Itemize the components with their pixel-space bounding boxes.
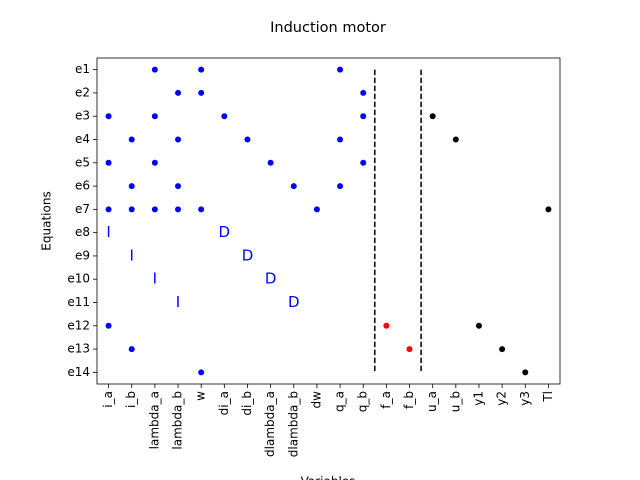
point	[105, 159, 112, 166]
x-tick-label: dlambda_a	[263, 391, 277, 457]
annotation: I	[106, 223, 110, 241]
point	[267, 159, 274, 166]
x-tick-label: y2	[495, 391, 509, 406]
chart-title: Induction motor	[270, 20, 386, 36]
annotation: D	[242, 246, 254, 264]
point	[128, 206, 135, 213]
point	[360, 159, 367, 166]
x-tick-label: q_a	[333, 391, 347, 412]
x-tick-label: i_b	[124, 391, 138, 408]
x-tick-label: di_a	[217, 391, 231, 415]
point	[105, 206, 112, 213]
point	[105, 322, 112, 329]
plot-frame	[96, 57, 561, 385]
x-tick-label: u_a	[425, 391, 439, 412]
point	[175, 183, 182, 190]
point	[128, 183, 135, 190]
point	[429, 113, 436, 120]
point	[175, 206, 182, 213]
point	[360, 89, 367, 96]
x-tick-label: q_b	[356, 391, 370, 412]
point	[198, 206, 205, 213]
annotation: D	[288, 293, 300, 311]
point	[475, 322, 482, 329]
point	[290, 183, 297, 190]
y-tick-label: e11	[67, 295, 90, 309]
x-tick-label: dw	[309, 391, 323, 409]
x-tick-label: f_b	[402, 391, 416, 409]
point	[151, 206, 158, 213]
y-tick-label: e5	[75, 155, 90, 169]
point	[128, 136, 135, 143]
y-tick-label: e6	[75, 179, 90, 193]
point	[337, 66, 344, 73]
y-tick-label: e13	[67, 342, 90, 356]
point	[313, 206, 320, 213]
y-tick-label: e8	[75, 225, 90, 239]
point	[105, 113, 112, 120]
x-axis-label: Variables	[301, 475, 356, 480]
annotation: I	[130, 246, 134, 264]
point	[545, 206, 552, 213]
point	[499, 346, 506, 353]
annotation: D	[265, 270, 277, 288]
point	[337, 183, 344, 190]
x-tick-label: lambda_b	[171, 391, 185, 450]
point	[151, 66, 158, 73]
y-tick-label: e10	[67, 272, 90, 286]
point	[221, 113, 228, 120]
x-tick-label: u_b	[448, 391, 462, 412]
annotation: D	[219, 223, 231, 241]
y-tick-label: e9	[75, 248, 90, 262]
annotation: I	[176, 293, 180, 311]
point	[151, 113, 158, 120]
point	[198, 369, 205, 376]
y-tick-label: e14	[67, 365, 90, 379]
point	[406, 346, 413, 353]
x-tick-label: di_b	[240, 391, 254, 416]
x-tick-label: i_a	[101, 391, 115, 408]
x-tick-label: dlambda_b	[286, 391, 300, 457]
point	[151, 159, 158, 166]
y-tick-label: e7	[75, 202, 90, 216]
point	[198, 66, 205, 73]
y-tick-label: e2	[75, 85, 90, 99]
y-tick-label: e3	[75, 109, 90, 123]
x-tick-label: lambda_a	[147, 391, 161, 449]
point	[198, 89, 205, 96]
y-tick-label: e12	[67, 318, 90, 332]
point	[452, 136, 459, 143]
point	[128, 346, 135, 353]
point	[337, 136, 344, 143]
x-tick-label: f_a	[379, 391, 393, 409]
x-tick-label: Tl	[541, 391, 555, 403]
point	[175, 136, 182, 143]
point	[360, 113, 367, 120]
y-axis-label: Equations	[40, 191, 54, 250]
x-tick-label: y1	[471, 391, 485, 406]
point	[383, 322, 390, 329]
point	[244, 136, 251, 143]
point	[175, 89, 182, 96]
y-tick-label: e1	[75, 62, 90, 76]
x-tick-label: w	[194, 391, 208, 401]
point	[522, 369, 529, 376]
x-tick-label: y3	[518, 391, 532, 406]
annotation: I	[153, 270, 157, 288]
y-tick-label: e4	[75, 132, 90, 146]
